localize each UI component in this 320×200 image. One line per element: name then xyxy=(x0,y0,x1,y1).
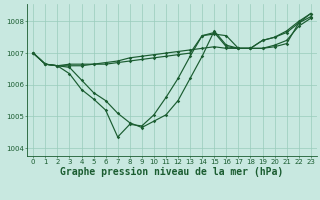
X-axis label: Graphe pression niveau de la mer (hPa): Graphe pression niveau de la mer (hPa) xyxy=(60,167,284,177)
